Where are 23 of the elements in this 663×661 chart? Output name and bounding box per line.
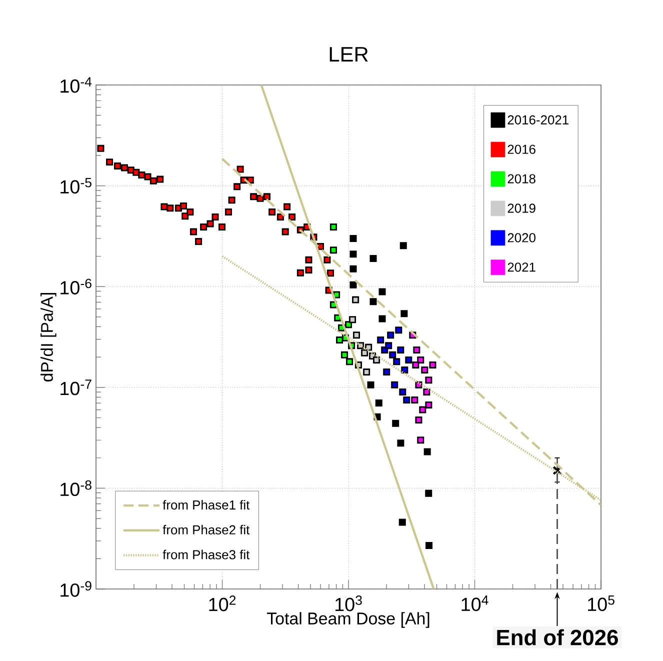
legend-label: 2020 (508, 233, 536, 242)
ref-line-label: End of 2026 (497, 629, 618, 646)
x-tick-label: 10$^{2}$ (209, 596, 236, 612)
y-tick-label: 10$^{-5}$ (60, 178, 92, 194)
chart-title: LER (330, 47, 368, 62)
x-tick-label: 10$^{3}$ (335, 596, 362, 612)
x-tick-label: 10$^{5}$ (588, 596, 614, 612)
y-tick-label: 10$^{-8}$ (60, 480, 92, 496)
legend-label: from Phase3 fit (162, 550, 250, 560)
legend-label: 2019 (508, 204, 536, 213)
legend-label: 2021 (508, 262, 536, 272)
y-tick-label: 10$^{-6}$ (60, 278, 92, 294)
y-tick-label: 10$^{-4}$ (60, 77, 92, 93)
legend-label: from Phase2 fit (162, 524, 250, 534)
x-tick-label: 10$^{4}$ (462, 596, 488, 612)
legend-label: 2016-2021 (508, 115, 568, 124)
legend-label: 2018 (508, 174, 536, 184)
y-tick-label: 10$^{-9}$ (60, 581, 92, 597)
legend-label: 2016 (508, 144, 536, 154)
x-axis-title: Total Beam Dose [Ah] (266, 612, 430, 628)
y-tick-label: 10$^{-7}$ (60, 380, 92, 396)
y-axis-title: dP/dI [Pa/A] (40, 293, 56, 382)
legend-label: from Phase1 fit (162, 500, 250, 510)
